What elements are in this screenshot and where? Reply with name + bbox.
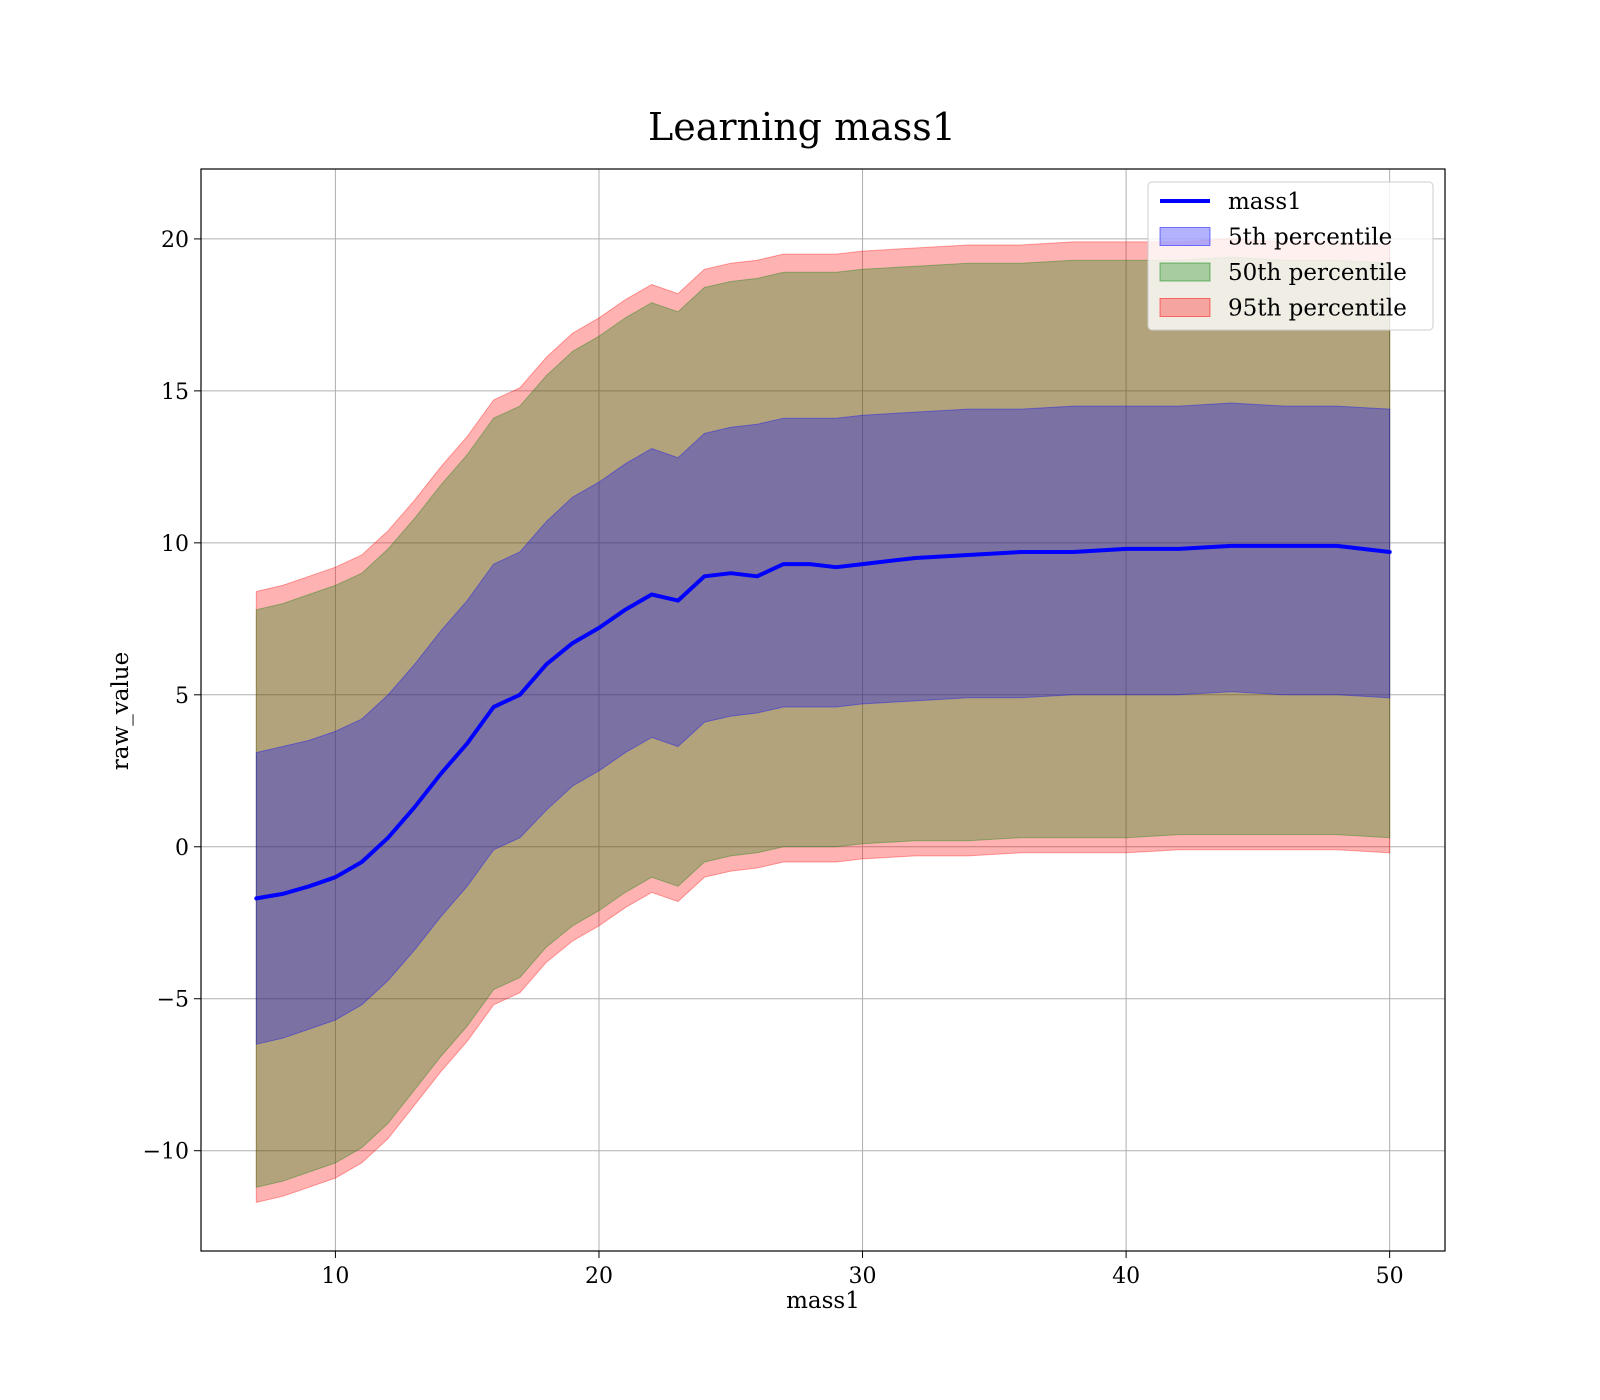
x-tick-label: 30 xyxy=(849,1264,877,1289)
x-tick-label: 20 xyxy=(585,1264,613,1289)
legend-box xyxy=(1147,181,1434,331)
y-tick-label: −10 xyxy=(143,1140,189,1165)
legend-swatch-5th-percentile xyxy=(1159,227,1211,246)
y-tick-label: 15 xyxy=(161,380,189,405)
series-lines xyxy=(254,543,1392,901)
legend-label-95th-percentile: 95th percentile xyxy=(1228,296,1407,322)
legend-label-5th-percentile: 5th percentile xyxy=(1228,225,1392,251)
band-95th-percentile xyxy=(255,238,1391,1204)
x-tick-label: 40 xyxy=(1112,1264,1140,1289)
y-tick-label: 0 xyxy=(175,836,189,861)
chart-title: Learning mass1 xyxy=(648,105,956,149)
line-mass1 xyxy=(254,543,1392,901)
legend-swatch-50th-percentile xyxy=(1159,262,1211,282)
y-tick-label: 20 xyxy=(161,228,189,253)
x-tick-label: 10 xyxy=(321,1264,349,1289)
plot-frame xyxy=(200,168,1446,1252)
legend-label-50th-percentile: 50th percentile xyxy=(1228,260,1407,286)
y-axis-label: raw_value xyxy=(108,652,134,770)
legend: mass1 5th percentile 50th percentile 95th p… xyxy=(1147,181,1434,331)
y-axis-ticks: −10 −5 0 5 10 15 20 xyxy=(143,228,201,1165)
y-tick-label: −5 xyxy=(157,988,189,1013)
legend-label-mass1: mass1 xyxy=(1228,189,1302,215)
y-tick-label: 5 xyxy=(175,684,189,709)
x-axis-ticks: 10 20 30 40 50 xyxy=(321,1251,1404,1289)
band-5th-percentile xyxy=(255,402,1391,1045)
y-tick-label: 10 xyxy=(161,532,189,557)
percentile-bands xyxy=(255,238,1391,1204)
legend-swatch-95th-percentile xyxy=(1159,298,1211,317)
band-50th-percentile xyxy=(255,256,1391,1188)
x-tick-label: 50 xyxy=(1376,1264,1404,1289)
grid-lines xyxy=(201,169,1445,1251)
x-axis-label: mass1 xyxy=(786,1288,860,1314)
